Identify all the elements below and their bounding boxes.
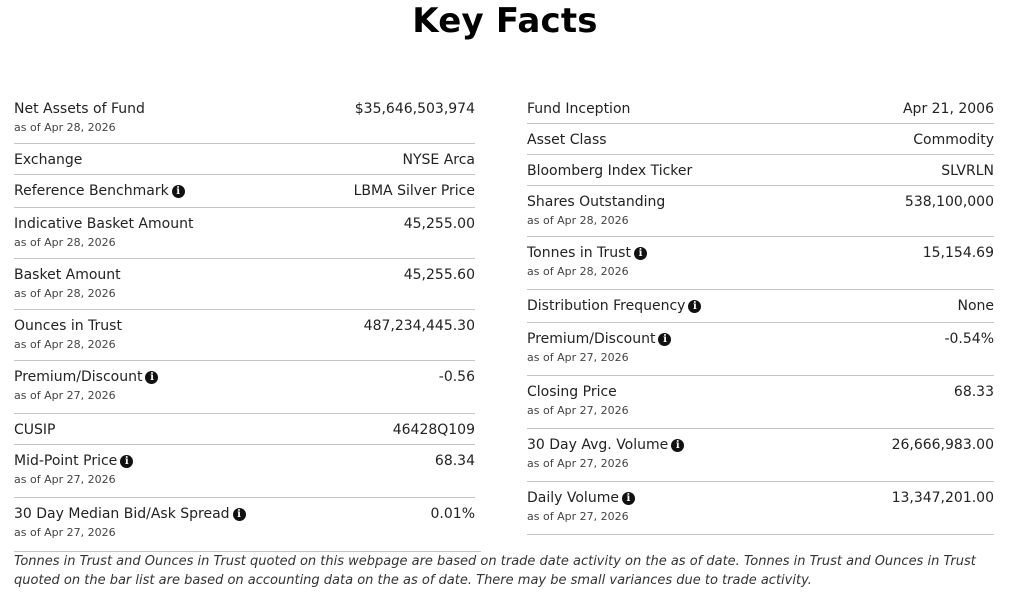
fact-as-of-date: as of Apr 28, 2026 bbox=[14, 287, 116, 300]
fact-row-basket-amount: Basket Amount as of Apr 28, 2026 45,255.… bbox=[14, 259, 475, 310]
fact-value: Commodity bbox=[913, 132, 994, 148]
fact-label: 30 Day Median Bid/Ask Spread i bbox=[14, 506, 246, 522]
fact-label: Distribution Frequency i bbox=[527, 298, 702, 314]
fact-as-of-date: as of Apr 28, 2026 bbox=[527, 265, 629, 278]
fact-row-indicative-basket-amount: Indicative Basket Amount as of Apr 28, 2… bbox=[14, 208, 475, 259]
fact-value: 45,255.00 bbox=[403, 216, 475, 232]
fact-value: NYSE Arca bbox=[402, 152, 475, 168]
footnote-text: Tonnes in Trust and Ounces in Trust quot… bbox=[14, 554, 976, 588]
key-facts-right-column: Fund Inception Apr 21, 2006 Asset Class … bbox=[527, 93, 994, 535]
fact-as-of-date: as of Apr 28, 2026 bbox=[14, 121, 116, 134]
fact-row-exchange: Exchange NYSE Arca bbox=[14, 144, 475, 175]
fact-label: Asset Class bbox=[527, 132, 607, 148]
footnote-divider bbox=[14, 551, 481, 552]
fact-row-fund-inception: Fund Inception Apr 21, 2006 bbox=[527, 93, 994, 124]
info-icon[interactable]: i bbox=[633, 247, 647, 260]
fact-row-distribution-frequency: Distribution Frequency i None bbox=[527, 290, 994, 323]
fact-row-net-assets: Net Assets of Fund as of Apr 28, 2026 $3… bbox=[14, 93, 475, 144]
fact-value: 13,347,201.00 bbox=[891, 490, 994, 506]
info-icon[interactable]: i bbox=[171, 185, 185, 198]
fact-label: Daily Volume i bbox=[527, 490, 635, 506]
info-icon[interactable]: i bbox=[120, 455, 134, 468]
fact-as-of-date: as of Apr 27, 2026 bbox=[14, 389, 116, 402]
info-icon[interactable]: i bbox=[658, 333, 672, 346]
fact-row-closing-price: Closing Price as of Apr 27, 2026 68.33 bbox=[527, 376, 994, 429]
fact-as-of-date: as of Apr 27, 2026 bbox=[527, 510, 629, 523]
fact-label: Mid-Point Price i bbox=[14, 453, 134, 469]
fact-label: 30 Day Avg. Volume i bbox=[527, 437, 685, 453]
fact-as-of-date: as of Apr 27, 2026 bbox=[527, 457, 629, 470]
key-facts-left-column: Net Assets of Fund as of Apr 28, 2026 $3… bbox=[14, 93, 475, 551]
fact-row-mid-point-price: Mid-Point Price i as of Apr 27, 2026 68.3… bbox=[14, 445, 475, 498]
fact-value: Apr 21, 2006 bbox=[902, 101, 994, 117]
fact-value: 46428Q109 bbox=[392, 422, 475, 438]
fact-row-tonnes-in-trust: Tonnes in Trust i as of Apr 28, 2026 15,1… bbox=[527, 237, 994, 290]
info-icon[interactable]: i bbox=[688, 300, 702, 313]
fact-label: Net Assets of Fund bbox=[14, 101, 145, 117]
fact-label: Premium/Discount i bbox=[527, 331, 672, 347]
fact-value: SLVRLN bbox=[941, 163, 994, 179]
fact-value: 68.33 bbox=[953, 384, 994, 400]
fact-row-reference-benchmark: Reference Benchmark i LBMA Silver Price bbox=[14, 175, 475, 208]
fact-row-premium-discount: Premium/Discount i as of Apr 27, 2026 -0.… bbox=[527, 323, 994, 376]
fact-label: Indicative Basket Amount bbox=[14, 216, 194, 232]
fact-label: Reference Benchmark i bbox=[14, 183, 185, 199]
fact-label: Premium/Discount i bbox=[14, 369, 159, 385]
fact-value: None bbox=[957, 298, 994, 314]
fact-value: -0.56 bbox=[438, 369, 475, 385]
fact-value: 26,666,983.00 bbox=[891, 437, 994, 453]
fact-as-of-date: as of Apr 28, 2026 bbox=[14, 338, 116, 351]
fact-row-median-bid-ask-spread: 30 Day Median Bid/Ask Spread i as of Apr … bbox=[14, 498, 475, 551]
fact-row-cusip: CUSIP 46428Q109 bbox=[14, 414, 475, 445]
fact-label: CUSIP bbox=[14, 422, 56, 438]
fact-value: 0.01% bbox=[430, 506, 475, 522]
fact-row-premium-discount: Premium/Discount i as of Apr 27, 2026 -0.… bbox=[14, 361, 475, 414]
fact-label: Basket Amount bbox=[14, 267, 121, 283]
fact-row-shares-outstanding: Shares Outstanding as of Apr 28, 2026 53… bbox=[527, 186, 994, 237]
fact-as-of-date: as of Apr 27, 2026 bbox=[527, 404, 629, 417]
info-icon[interactable]: i bbox=[671, 439, 685, 452]
fact-row-30-day-avg-volume: 30 Day Avg. Volume i as of Apr 27, 2026 2… bbox=[527, 429, 994, 482]
fact-value: LBMA Silver Price bbox=[353, 183, 475, 199]
fact-as-of-date: as of Apr 28, 2026 bbox=[527, 214, 629, 227]
fact-row-bloomberg-ticker: Bloomberg Index Ticker SLVRLN bbox=[527, 155, 994, 186]
info-icon[interactable]: i bbox=[621, 492, 635, 505]
fact-label: Tonnes in Trust i bbox=[527, 245, 647, 261]
page-title: Key Facts bbox=[412, 1, 598, 41]
fact-as-of-date: as of Apr 27, 2026 bbox=[14, 473, 116, 486]
fact-value: 45,255.60 bbox=[403, 267, 475, 283]
fact-label: Fund Inception bbox=[527, 101, 631, 117]
fact-label: Bloomberg Index Ticker bbox=[527, 163, 693, 179]
fact-as-of-date: as of Apr 28, 2026 bbox=[14, 236, 116, 249]
fact-value: 68.34 bbox=[434, 453, 475, 469]
fact-value: $35,646,503,974 bbox=[354, 101, 475, 117]
fact-as-of-date: as of Apr 27, 2026 bbox=[527, 351, 629, 364]
fact-row-ounces-in-trust: Ounces in Trust as of Apr 28, 2026 487,2… bbox=[14, 310, 475, 361]
fact-value: 487,234,445.30 bbox=[363, 318, 475, 334]
fact-value: 538,100,000 bbox=[904, 194, 994, 210]
fact-row-daily-volume: Daily Volume i as of Apr 27, 2026 13,347,… bbox=[527, 482, 994, 535]
info-icon[interactable]: i bbox=[232, 508, 246, 521]
fact-as-of-date: as of Apr 27, 2026 bbox=[14, 526, 116, 539]
fact-label: Ounces in Trust bbox=[14, 318, 122, 334]
fact-value: -0.54% bbox=[944, 331, 994, 347]
fact-row-asset-class: Asset Class Commodity bbox=[527, 124, 994, 155]
fact-label: Closing Price bbox=[527, 384, 617, 400]
fact-value: 15,154.69 bbox=[922, 245, 994, 261]
info-icon[interactable]: i bbox=[145, 371, 159, 384]
fact-label: Exchange bbox=[14, 152, 83, 168]
fact-label: Shares Outstanding bbox=[527, 194, 666, 210]
